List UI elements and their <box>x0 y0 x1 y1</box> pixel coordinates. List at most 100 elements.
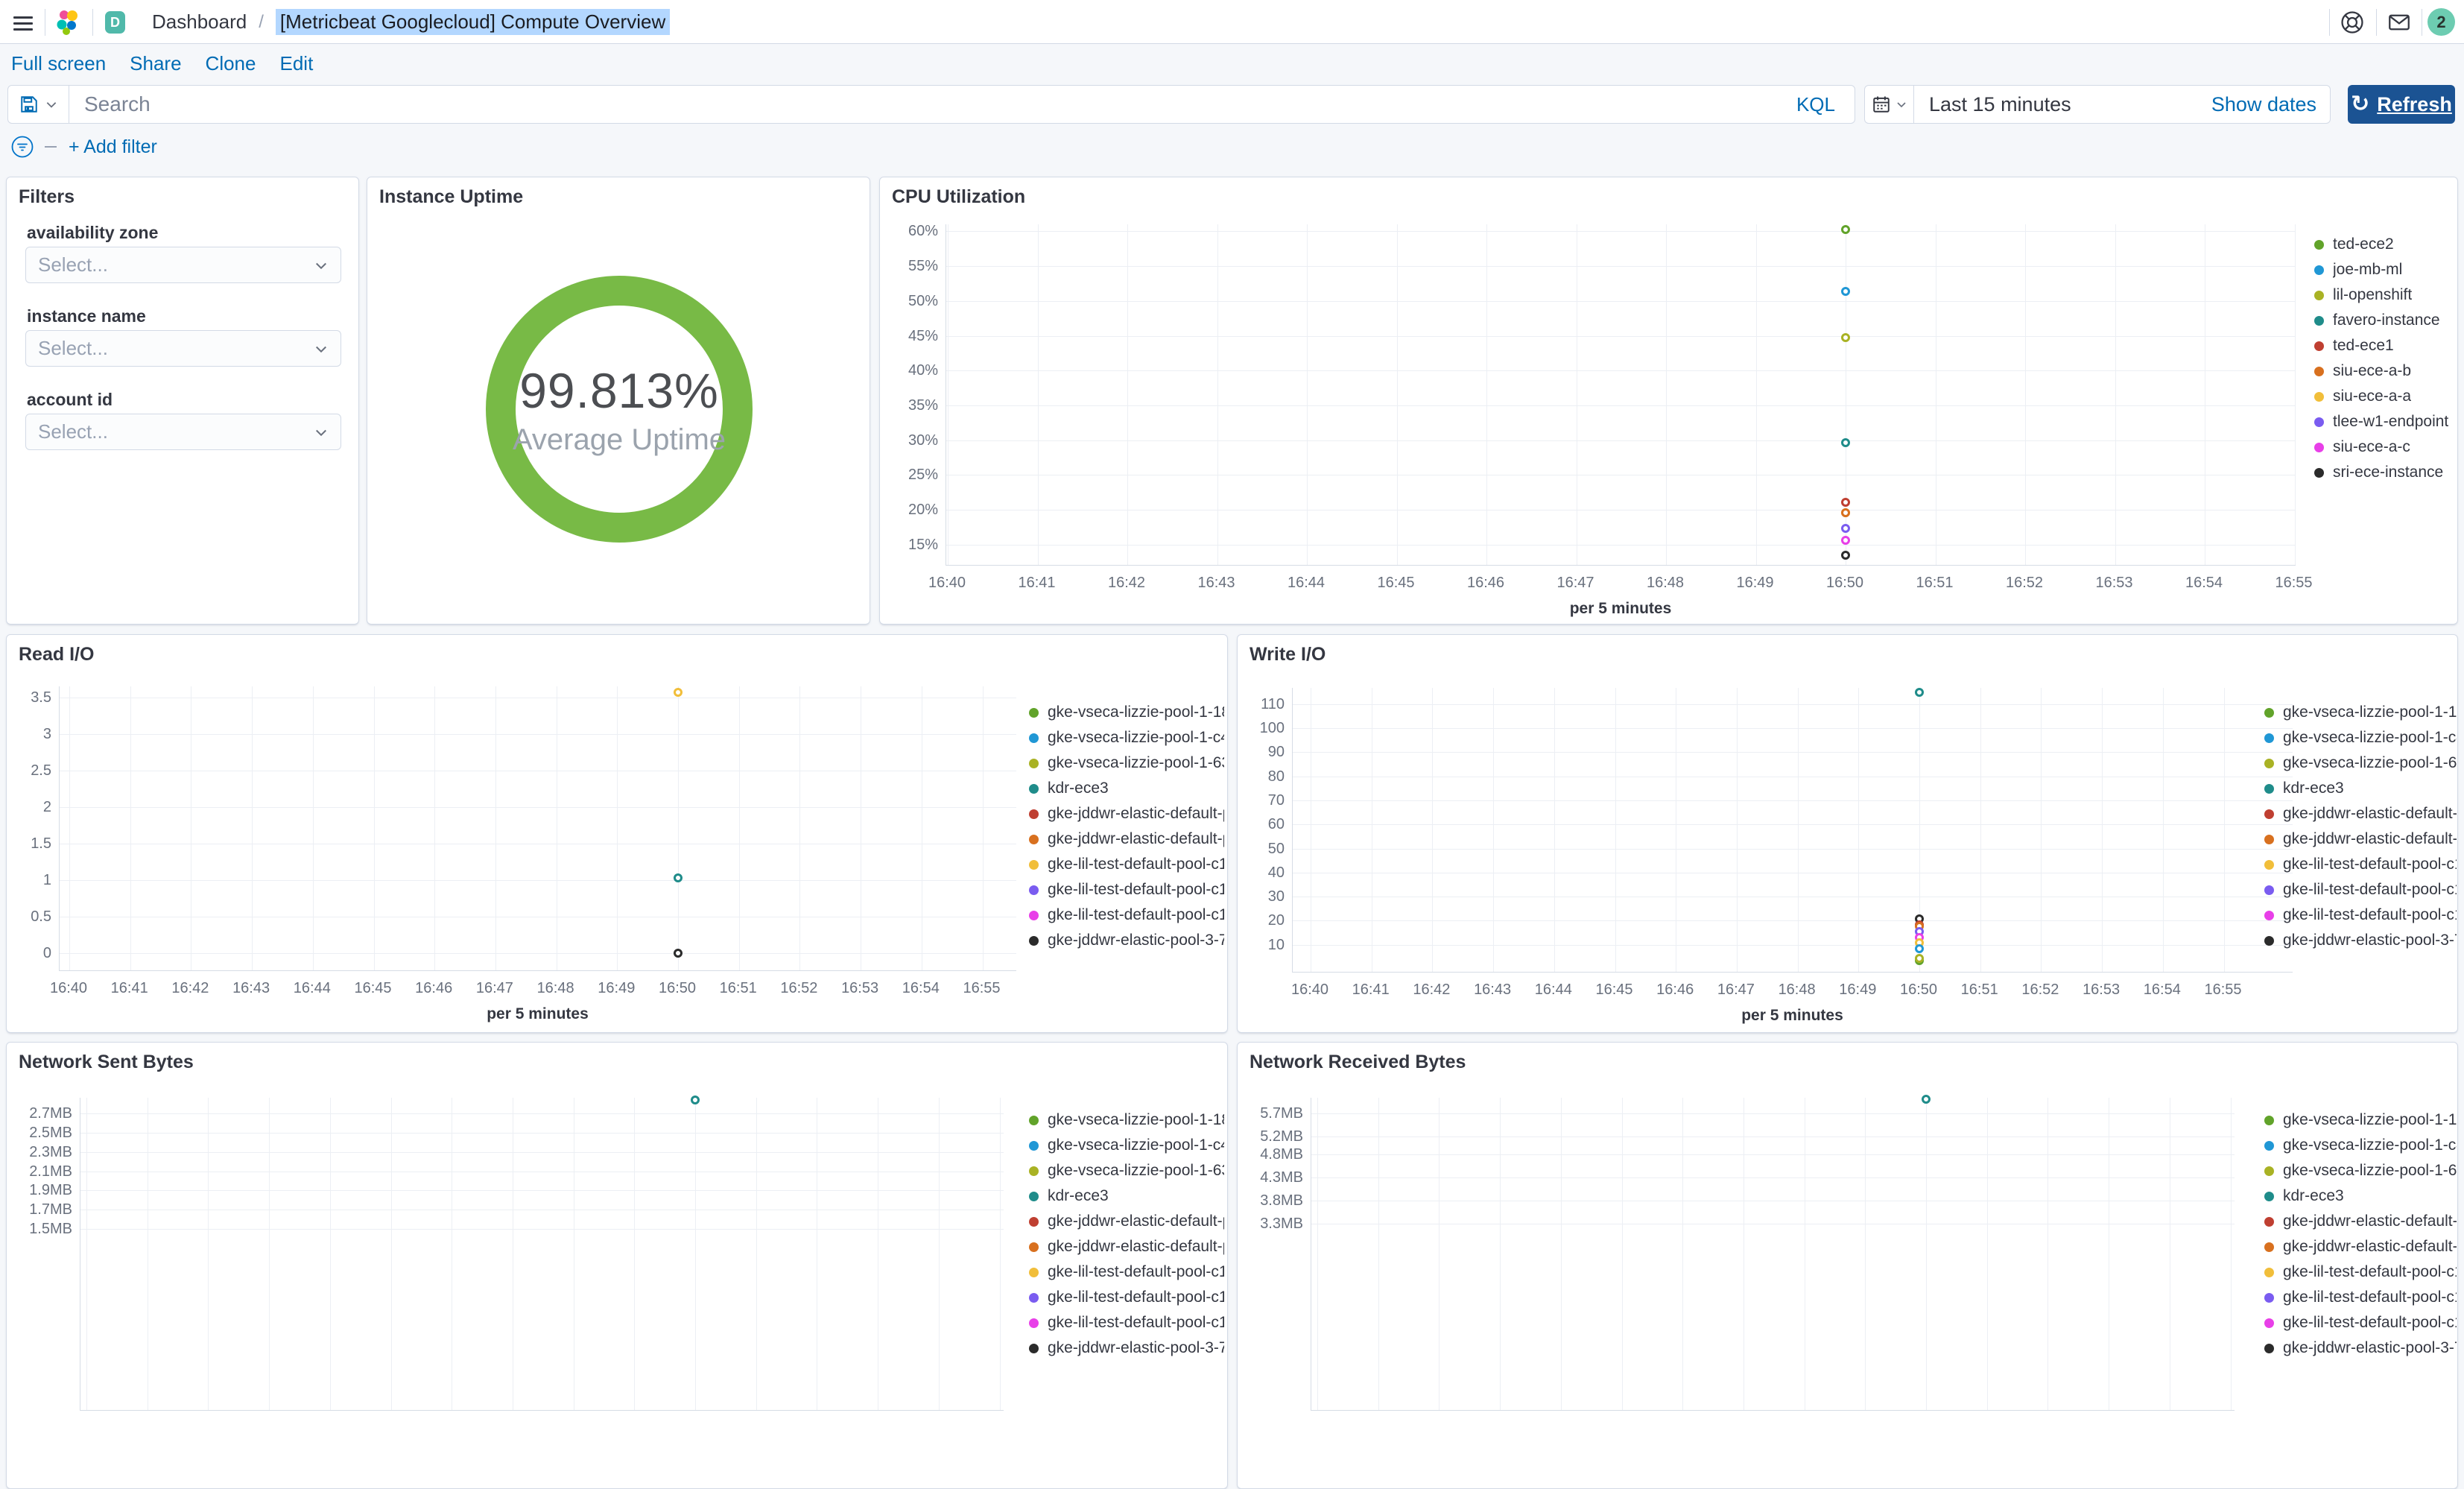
net-sent-legend-item[interactable]: gke-vseca-lizzie-pool-1-1877... <box>1029 1107 1224 1133</box>
cpu-point-ted-ece1[interactable] <box>1841 497 1850 507</box>
write-io-point-gke-vseca-lizzie-pool-1-630-[interactable] <box>1915 953 1924 963</box>
net-received-legend-item[interactable]: gke-jddwr-elastic-pool-3-74... <box>2264 1335 2457 1361</box>
net-sent-legend-item[interactable]: gke-jddwr-elastic-default-po... <box>1029 1234 1224 1259</box>
net-received-legend-item[interactable]: gke-jddwr-elastic-default-po... <box>2264 1234 2457 1259</box>
write-io-legend-item[interactable]: gke-lil-test-default-pool-c1e... <box>2264 852 2457 877</box>
cpu-legend-item[interactable]: lil-openshift <box>2314 282 2452 308</box>
net-received-legend-item[interactable]: gke-vseca-lizzie-pool-1-630... <box>2264 1158 2457 1183</box>
net-sent-point-kdr-ece3[interactable] <box>691 1095 700 1104</box>
cpu-point-tlee-w1-endpoint[interactable] <box>1841 524 1850 534</box>
write-io-legend-item[interactable]: gke-jddwr-elastic-default-po... <box>2264 801 2457 826</box>
read-io-legend-item[interactable]: gke-jddwr-elastic-pool-3-74... <box>1029 928 1224 953</box>
write-io-xaxis-title: per 5 minutes <box>1741 1007 1843 1024</box>
search-input[interactable] <box>69 92 1777 116</box>
newsfeed-mail-icon[interactable] <box>2387 10 2412 35</box>
net-sent-legend-item[interactable]: gke-lil-test-default-pool-c1e... <box>1029 1259 1224 1285</box>
cpu-point-favero-instance[interactable] <box>1841 437 1850 447</box>
show-dates-button[interactable]: Show dates <box>2198 93 2330 116</box>
read-io-point-kdr-ece3[interactable] <box>674 873 682 883</box>
help-life-buoy-icon[interactable] <box>2340 10 2365 35</box>
legend-label: gke-vseca-lizzie-pool-1-c417... <box>2283 1136 2457 1154</box>
saved-query-menu-button[interactable] <box>8 86 69 123</box>
filter-select-availability-zone[interactable]: Select... <box>25 247 341 283</box>
net-sent-legend-item[interactable]: gke-vseca-lizzie-pool-1-c417... <box>1029 1133 1224 1158</box>
gridline-v <box>1486 224 1487 565</box>
write-io-legend-item[interactable]: kdr-ece3 <box>2264 776 2457 801</box>
net-received-legend-item[interactable]: gke-jddwr-elastic-default-po... <box>2264 1209 2457 1234</box>
filter-circle-icon[interactable] <box>10 135 34 159</box>
read-io-point-gke-lil-test-default-pool-c1e-[interactable] <box>674 688 682 698</box>
filter-field-label-account-id: account id <box>27 390 113 409</box>
write-io-legend-item[interactable]: gke-vseca-lizzie-pool-1-630... <box>2264 750 2457 776</box>
read-io-point-gke-jddwr-elastic-pool-3-74-[interactable] <box>674 948 682 958</box>
quick-select-menu-button[interactable] <box>1865 86 1914 123</box>
read-io-legend-item[interactable]: gke-lil-test-default-pool-c1e... <box>1029 902 1224 928</box>
cpu-legend-item[interactable]: ted-ece2 <box>2314 232 2452 257</box>
filter-select-instance-name[interactable]: Select... <box>25 330 341 367</box>
cpu-xtick: 16:44 <box>1287 575 1326 591</box>
elastic-logo[interactable] <box>55 9 80 36</box>
net-sent-legend-item[interactable]: kdr-ece3 <box>1029 1183 1224 1209</box>
cpu-legend-item[interactable]: joe-mb-ml <box>2314 257 2452 282</box>
cpu-legend-item[interactable]: favero-instance <box>2314 308 2452 333</box>
cpu-point-ted-ece2[interactable] <box>1841 225 1850 235</box>
write-io-legend-item[interactable]: gke-lil-test-default-pool-c1e... <box>2264 877 2457 902</box>
write-io-legend-item[interactable]: gke-lil-test-default-pool-c1e... <box>2264 902 2457 928</box>
net-received-legend-item[interactable]: gke-vseca-lizzie-pool-1-c417... <box>2264 1133 2457 1158</box>
write-io-legend-item[interactable]: gke-vseca-lizzie-pool-1-1877... <box>2264 700 2457 725</box>
read-io-legend-item[interactable]: gke-jddwr-elastic-default-po... <box>1029 801 1224 826</box>
read-io-legend-item[interactable]: kdr-ece3 <box>1029 776 1224 801</box>
cpu-legend-item[interactable]: siu-ece-a-b <box>2314 358 2452 384</box>
read-io-legend-item[interactable]: gke-lil-test-default-pool-c1e... <box>1029 852 1224 877</box>
net-received-legend-item[interactable]: gke-vseca-lizzie-pool-1-1877... <box>2264 1107 2457 1133</box>
write-io-point-kdr-ece3[interactable] <box>1915 687 1924 697</box>
time-range-label[interactable]: Last 15 minutes <box>1929 92 2071 116</box>
cpu-point-lil-openshift[interactable] <box>1841 333 1850 343</box>
gridline-v <box>69 686 70 970</box>
cpu-legend-item[interactable]: siu-ece-a-a <box>2314 384 2452 409</box>
net-sent-legend-item[interactable]: gke-lil-test-default-pool-c1e... <box>1029 1310 1224 1335</box>
write-io-legend-item[interactable]: gke-jddwr-elastic-pool-3-74... <box>2264 928 2457 953</box>
toolbar-link-full-screen[interactable]: Full screen <box>11 52 107 75</box>
write-io-point-gke-vseca-lizzie-pool-1-c417-[interactable] <box>1915 944 1924 954</box>
toolbar-link-share[interactable]: Share <box>130 52 182 75</box>
menu-hamburger-icon[interactable] <box>13 13 34 32</box>
net-sent-legend-item[interactable]: gke-vseca-lizzie-pool-1-630... <box>1029 1158 1224 1183</box>
toolbar-link-clone[interactable]: Clone <box>205 52 256 75</box>
cpu-legend-item[interactable]: tlee-w1-endpoint <box>2314 409 2452 434</box>
user-avatar[interactable]: 2 <box>2427 8 2455 36</box>
read-io-ytick: 1 <box>42 871 51 888</box>
net-sent-legend-item[interactable]: gke-lil-test-default-pool-c1e... <box>1029 1285 1224 1310</box>
net-received-legend-item[interactable]: kdr-ece3 <box>2264 1183 2457 1209</box>
cpu-point-siu-ece-a-c[interactable] <box>1841 536 1850 546</box>
net-received-legend-item[interactable]: gke-lil-test-default-pool-c1e... <box>2264 1310 2457 1335</box>
add-filter-button[interactable]: + Add filter <box>69 136 157 157</box>
toolbar-link-edit[interactable]: Edit <box>279 52 314 75</box>
net-received-point-kdr-ece3[interactable] <box>1922 1095 1931 1104</box>
cpu-point-siu-ece-a-b[interactable] <box>1841 508 1850 517</box>
write-io-legend-item[interactable]: gke-vseca-lizzie-pool-1-c417... <box>2264 725 2457 750</box>
cpu-legend-item[interactable]: ted-ece1 <box>2314 333 2452 358</box>
net-received-legend-item[interactable]: gke-lil-test-default-pool-c1e... <box>2264 1285 2457 1310</box>
read-io-xtick: 16:44 <box>293 980 331 996</box>
net-received-legend-item[interactable]: gke-lil-test-default-pool-c1e... <box>2264 1259 2457 1285</box>
cpu-point-sri-ece-instance[interactable] <box>1841 550 1850 560</box>
cpu-legend-item[interactable]: sri-ece-instance <box>2314 460 2452 485</box>
gridline-v <box>999 1098 1001 1410</box>
breadcrumb-dashboard[interactable]: Dashboard <box>152 10 247 33</box>
cpu-point-joe-mb-ml[interactable] <box>1841 286 1850 296</box>
refresh-button[interactable]: ↻ Refresh <box>2348 85 2455 124</box>
net-sent-legend-item[interactable]: gke-jddwr-elastic-pool-3-74... <box>1029 1335 1224 1361</box>
read-io-legend-item[interactable]: gke-lil-test-default-pool-c1e... <box>1029 877 1224 902</box>
read-io-legend-item[interactable]: gke-jddwr-elastic-default-po... <box>1029 826 1224 852</box>
space-badge[interactable]: D <box>105 11 125 34</box>
net-sent-legend-item[interactable]: gke-jddwr-elastic-default-po... <box>1029 1209 1224 1234</box>
write-io-xtick: 16:45 <box>1595 981 1633 998</box>
filter-select-account-id[interactable]: Select... <box>25 414 341 450</box>
kql-language-button[interactable]: KQL <box>1777 93 1855 116</box>
read-io-legend-item[interactable]: gke-vseca-lizzie-pool-1-c417... <box>1029 725 1224 750</box>
write-io-legend-item[interactable]: gke-jddwr-elastic-default-po... <box>2264 826 2457 852</box>
read-io-legend-item[interactable]: gke-vseca-lizzie-pool-1-630... <box>1029 750 1224 776</box>
read-io-legend-item[interactable]: gke-vseca-lizzie-pool-1-1877... <box>1029 700 1224 725</box>
cpu-legend-item[interactable]: siu-ece-a-c <box>2314 434 2452 460</box>
